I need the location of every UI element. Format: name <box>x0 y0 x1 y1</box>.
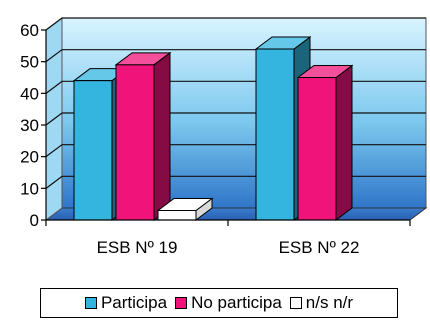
legend-swatch-participa <box>84 297 97 309</box>
legend-item-no-participa: No participa <box>175 293 282 313</box>
y-tick-label: 30 <box>20 116 39 135</box>
bar-chart: 0 10 20 30 40 50 60 ESB Nº 19 ESB Nº 22 <box>20 17 428 257</box>
bar-n-s-n-r-1 <box>156 197 214 221</box>
y-tick-label: 20 <box>20 148 39 167</box>
gridline <box>45 17 426 31</box>
legend-label-participa: Participa <box>100 293 168 312</box>
y-tick-label: 60 <box>20 21 39 40</box>
legend-label-ns-nr: n/s n/r <box>305 293 354 312</box>
legend-swatch-ns-nr <box>289 297 302 309</box>
x-tick-label: ESB Nº 19 <box>97 238 178 257</box>
y-tick-label: 10 <box>20 179 39 198</box>
x-axis: ESB Nº 19 ESB Nº 22 <box>45 219 411 257</box>
legend-swatch-no-participa <box>175 297 188 309</box>
y-tick-label: 50 <box>20 53 39 72</box>
legend: Participa No participa n/s n/r <box>40 288 398 318</box>
bar-no-participa-1 <box>114 51 172 221</box>
legend-label-no-participa: No participa <box>191 293 282 312</box>
y-tick-label: 40 <box>20 84 39 103</box>
bars <box>72 36 354 221</box>
y-axis: 0 10 20 30 40 50 60 <box>20 21 47 230</box>
legend-item-ns-nr: n/s n/r <box>289 293 354 313</box>
bar-no-participa-2 <box>296 64 354 221</box>
x-tick-label: ESB Nº 22 <box>279 238 360 257</box>
legend-item-participa: Participa <box>84 293 168 313</box>
y-tick-label: 0 <box>30 211 39 230</box>
